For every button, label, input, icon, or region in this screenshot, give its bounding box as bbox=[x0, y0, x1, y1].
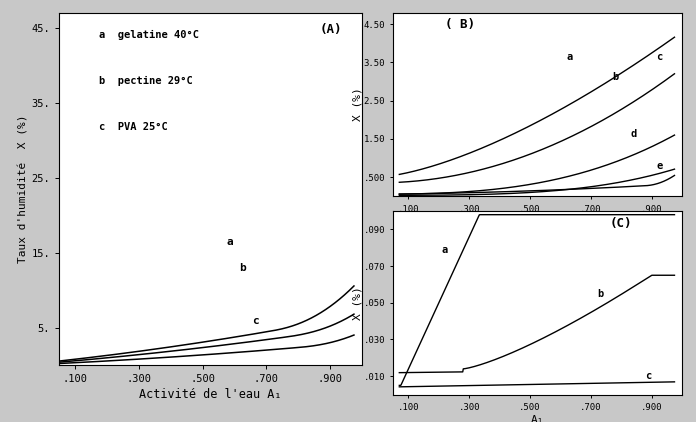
Text: a: a bbox=[567, 52, 573, 62]
Text: c: c bbox=[252, 316, 259, 326]
Y-axis label: Taux d'humidité  X (%): Taux d'humidité X (%) bbox=[19, 115, 29, 263]
X-axis label: A₁: A₁ bbox=[531, 415, 544, 422]
Text: d: d bbox=[631, 129, 637, 139]
Text: c  PVA 25°C: c PVA 25°C bbox=[99, 122, 167, 132]
Text: c: c bbox=[646, 371, 652, 381]
X-axis label: A₁: A₁ bbox=[531, 216, 544, 226]
Text: b: b bbox=[612, 72, 619, 81]
Text: ( B): ( B) bbox=[445, 18, 475, 31]
Text: (C): (C) bbox=[610, 216, 633, 230]
X-axis label: Activité de l'eau A₁: Activité de l'eau A₁ bbox=[139, 388, 282, 401]
Text: a  gelatine 40°C: a gelatine 40°C bbox=[99, 30, 198, 41]
Y-axis label: X (%): X (%) bbox=[352, 286, 362, 319]
Text: a: a bbox=[442, 245, 448, 255]
Text: a: a bbox=[226, 237, 233, 247]
Text: b: b bbox=[597, 289, 603, 299]
Text: b: b bbox=[239, 263, 246, 273]
Text: (A): (A) bbox=[319, 23, 342, 36]
Text: b  pectine 29°C: b pectine 29°C bbox=[99, 76, 192, 86]
Text: c: c bbox=[656, 52, 663, 62]
Y-axis label: X (%): X (%) bbox=[352, 88, 362, 121]
Text: e: e bbox=[656, 161, 663, 170]
